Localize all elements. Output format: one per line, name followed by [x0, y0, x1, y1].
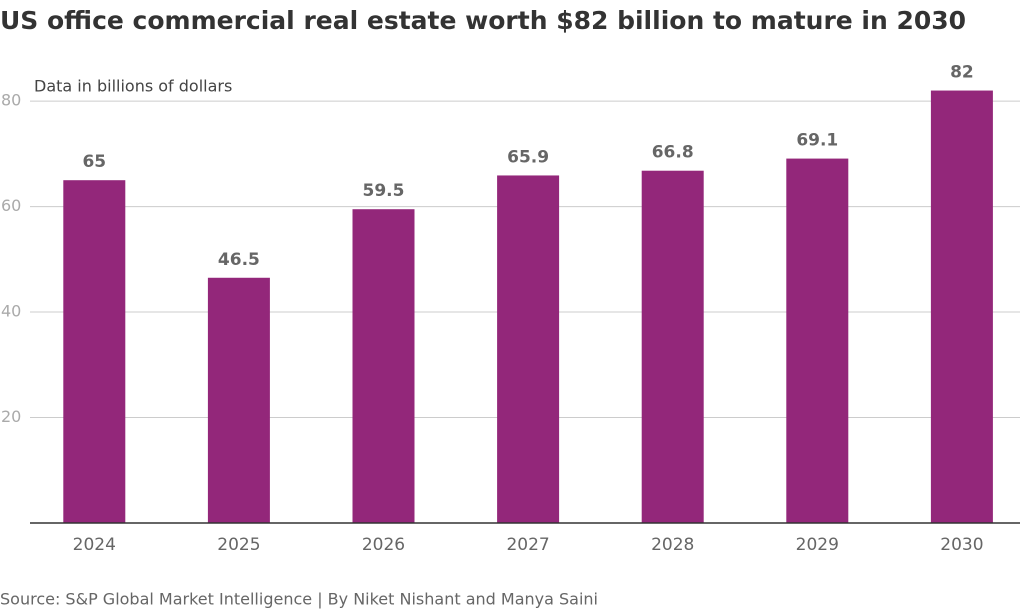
- y-tick-label: 40: [1, 302, 21, 321]
- bar: [641, 170, 704, 523]
- y-tick-label: 80: [1, 91, 21, 110]
- value-label: 46.5: [218, 250, 260, 270]
- value-label: 59.5: [363, 181, 405, 201]
- x-tick-label: 2029: [796, 535, 839, 555]
- x-tick-label: 2026: [362, 535, 405, 555]
- x-tick-label: 2024: [73, 535, 116, 555]
- x-tick-label: 2027: [506, 535, 549, 555]
- y-tick-label: 60: [1, 196, 21, 215]
- bar: [207, 277, 270, 523]
- value-label: 65.9: [507, 147, 549, 167]
- bar: [930, 90, 993, 524]
- bar: [352, 209, 415, 524]
- value-label: 69.1: [796, 131, 838, 151]
- bar: [63, 180, 126, 523]
- x-tick-label: 2028: [651, 535, 694, 555]
- chart-title: US office commercial real estate worth $…: [0, 6, 966, 35]
- value-label: 65: [82, 152, 106, 172]
- chart-subtitle: Data in billions of dollars: [34, 77, 232, 96]
- y-tick-label: 20: [1, 407, 21, 426]
- value-label: 66.8: [652, 143, 694, 163]
- bar: [786, 158, 849, 523]
- x-tick-label: 2030: [940, 535, 983, 555]
- bar: [497, 175, 560, 524]
- source: Source: S&P Global Market Intelligence |…: [0, 590, 598, 609]
- x-tick-label: 2025: [217, 535, 260, 555]
- value-label: 82: [950, 63, 974, 83]
